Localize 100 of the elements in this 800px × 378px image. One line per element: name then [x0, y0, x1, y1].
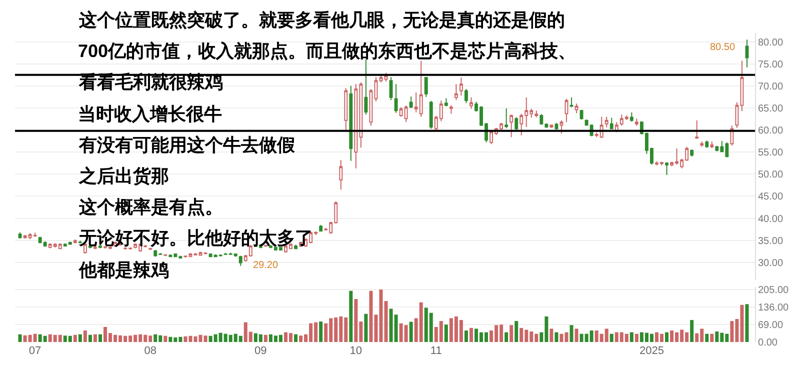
bar	[349, 290, 353, 342]
bar	[690, 320, 694, 342]
y-tick-label: 0.00	[758, 338, 778, 348]
candlestick	[700, 141, 704, 148]
y-tick-label: 40.00	[758, 214, 784, 225]
candlestick	[580, 109, 584, 120]
bar	[364, 314, 368, 342]
candlestick	[470, 96, 473, 110]
candlestick	[634, 118, 638, 126]
candlestick	[570, 96, 574, 108]
bar	[574, 328, 578, 342]
y-tick-label: 136.00	[758, 302, 790, 314]
bar	[88, 334, 92, 342]
candlestick	[164, 254, 168, 257]
candlestick	[514, 116, 518, 131]
y-tick-label: 69.00	[758, 320, 784, 331]
bar	[570, 325, 574, 342]
y-tick-label: 30.00	[758, 258, 784, 269]
bar	[294, 334, 298, 342]
annotation: 他都是辣鸡	[78, 260, 169, 280]
candlestick	[560, 120, 564, 134]
candlestick	[238, 255, 242, 266]
bar	[610, 334, 614, 342]
candlestick	[630, 112, 634, 122]
candlestick	[204, 252, 208, 255]
x-tick-label: 08	[144, 345, 156, 357]
bar	[264, 334, 268, 342]
bar	[705, 334, 709, 342]
bar	[550, 328, 554, 342]
annotation: 80.50	[710, 42, 736, 53]
candlestick	[695, 120, 699, 140]
candlestick	[364, 58, 368, 116]
bar	[510, 325, 514, 342]
bar	[409, 322, 413, 342]
candlestick	[424, 76, 428, 98]
candlestick	[148, 247, 152, 251]
candlestick	[349, 85, 353, 162]
annotation: 之后出货那	[78, 166, 169, 186]
candlestick	[369, 88, 373, 126]
bar	[504, 332, 508, 342]
candlestick	[409, 96, 413, 108]
bar	[514, 321, 518, 342]
bar	[83, 330, 87, 342]
candlestick	[550, 124, 554, 128]
bar	[634, 334, 638, 342]
y-tick-label: 45.00	[758, 192, 784, 203]
bar	[78, 334, 82, 342]
x-tick-label: 07	[28, 345, 42, 357]
bar	[469, 328, 473, 342]
bar	[93, 334, 97, 342]
y-tick-label: 60.00	[758, 126, 784, 137]
y-tick-label: 70.00	[758, 81, 784, 92]
bar	[18, 334, 22, 342]
candlestick	[78, 240, 82, 244]
annotation: 这个概率是有点。	[78, 197, 223, 217]
candlestick	[264, 244, 268, 248]
candlestick	[665, 162, 668, 176]
candlestick	[745, 39, 749, 68]
text: 这个位置既然突破了。就要多看他几眼，无论是真的还是假的	[78, 10, 565, 30]
y-tick-label: 50.00	[758, 170, 784, 181]
bar	[464, 330, 468, 342]
candlestick	[319, 224, 323, 232]
bar	[665, 332, 669, 342]
y-tick-label: 75.00	[758, 59, 784, 70]
x-tick-label: 10	[350, 345, 362, 357]
candlestick	[374, 76, 378, 102]
candlestick	[394, 84, 398, 114]
candlestick	[705, 140, 709, 148]
bar	[384, 301, 388, 342]
bar	[444, 324, 448, 342]
y-tick-label: 35.00	[758, 236, 784, 247]
bar	[73, 334, 77, 342]
candlestick	[459, 77, 463, 96]
candlestick	[574, 103, 578, 114]
bar	[710, 334, 714, 342]
candlestick	[449, 104, 453, 114]
annotation: 有没有可能用这个牛去做假	[78, 135, 296, 155]
bar	[630, 332, 634, 342]
candlestick	[464, 88, 468, 104]
x-tick-label: 11	[430, 345, 442, 357]
candlestick	[554, 122, 558, 130]
candlestick	[690, 148, 694, 157]
candlestick	[98, 244, 102, 249]
candlestick	[389, 76, 393, 101]
candlestick	[339, 160, 343, 190]
annotation: 29.20	[253, 260, 278, 271]
annotation: 当时收入增长很牛	[78, 104, 222, 124]
bar	[98, 334, 102, 342]
x-tick-label: 2025	[639, 345, 664, 357]
y-tick-label: 80.00	[758, 37, 784, 48]
candlestick	[510, 114, 514, 138]
y-tick-label: 55.00	[758, 148, 784, 159]
candlestick	[184, 255, 188, 258]
bar	[319, 322, 323, 342]
bar	[554, 332, 558, 342]
candlestick	[444, 98, 448, 107]
candlestick	[604, 116, 608, 128]
candlestick	[710, 141, 714, 149]
y-tick-label: 65.00	[758, 103, 784, 114]
bar	[164, 336, 168, 342]
